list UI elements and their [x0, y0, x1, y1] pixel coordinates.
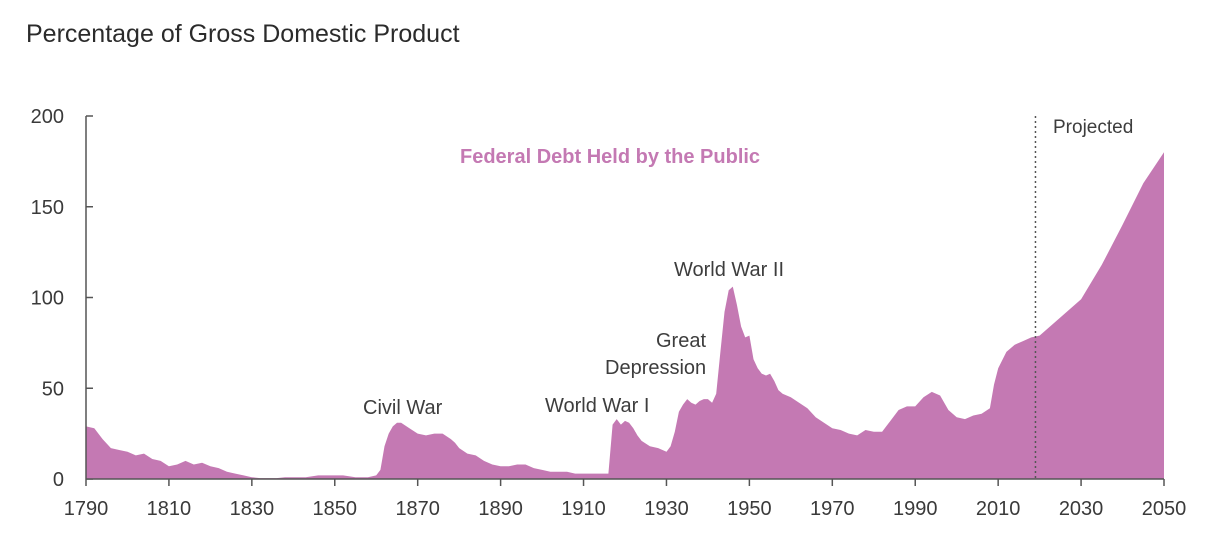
x-tick-label: 2030 [1059, 498, 1104, 520]
x-tick-label: 2050 [1142, 498, 1187, 520]
y-tick-label: 100 [31, 288, 64, 310]
x-tick-label: 2010 [976, 498, 1021, 520]
y-tick-label: 50 [42, 378, 64, 400]
annotation-world-war-1: World War I [545, 395, 649, 417]
series-label: Federal Debt Held by the Public [460, 146, 760, 168]
annotation-depression: Depression [605, 357, 706, 379]
x-tick-label: 1790 [64, 498, 109, 520]
annotation-projected: Projected [1053, 117, 1133, 138]
x-tick-label: 1930 [644, 498, 689, 520]
x-tick-label: 1850 [313, 498, 358, 520]
annotation-great: Great [656, 330, 706, 352]
debt-area [86, 152, 1164, 480]
x-axis-ticks: 1790 1810 1830 1850 1870 1890 1910 1930 1950 1970… [64, 479, 1187, 520]
x-tick-label: 1970 [810, 498, 855, 520]
x-tick-label: 1910 [561, 498, 606, 520]
y-axis-ticks: 0 50 100 150 200 [31, 106, 93, 491]
y-tick-label: 200 [31, 106, 64, 128]
x-tick-label: 1990 [893, 498, 938, 520]
annotation-world-war-2: World War II [674, 259, 784, 281]
chart-subtitle: Percentage of Gross Domestic Product [26, 20, 460, 48]
x-tick-label: 1890 [478, 498, 523, 520]
annotation-civil-war: Civil War [363, 397, 443, 419]
x-tick-label: 1830 [230, 498, 275, 520]
x-tick-label: 1810 [147, 498, 192, 520]
y-tick-label: 150 [31, 197, 64, 219]
x-tick-label: 1950 [727, 498, 772, 520]
y-tick-label: 0 [53, 469, 64, 491]
x-tick-label: 1870 [395, 498, 440, 520]
